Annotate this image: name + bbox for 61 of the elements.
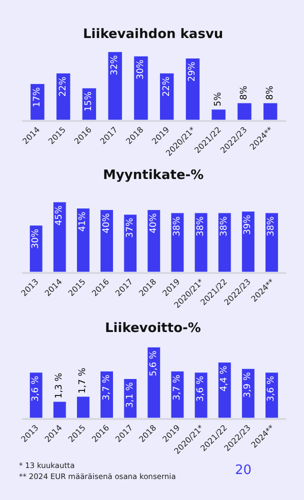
chart-title: Liikevaihdon kasvu xyxy=(83,27,224,42)
bar xyxy=(241,211,255,272)
data-label: 38% xyxy=(172,216,182,236)
data-label: 32% xyxy=(110,54,120,76)
data-label: 17% xyxy=(32,86,42,108)
chart-title: Myyntikate-% xyxy=(103,168,204,183)
data-label: 3,6 % xyxy=(196,375,206,402)
chart-title: Liikevoitto-% xyxy=(105,321,201,336)
data-label: 40% xyxy=(102,212,112,234)
bar xyxy=(56,72,71,120)
data-label: 5,6 % xyxy=(148,350,159,376)
bar xyxy=(159,72,174,120)
bar xyxy=(194,212,208,272)
bar xyxy=(194,372,208,418)
bar xyxy=(76,208,90,272)
bar xyxy=(265,212,278,272)
data-label: 38% xyxy=(266,216,277,236)
text: 20 xyxy=(235,463,252,478)
bar xyxy=(124,214,138,272)
data-label: 38% xyxy=(196,216,206,236)
bar xyxy=(52,202,66,272)
data-label: 3,1 % xyxy=(125,382,136,408)
data-label: 1,7 % xyxy=(78,367,88,394)
data-label: 1,3 % xyxy=(54,372,65,399)
data-label: 15% xyxy=(84,91,94,112)
data-label: 3,6 % xyxy=(31,375,42,402)
bar xyxy=(211,109,226,120)
bar xyxy=(262,102,278,120)
data-label: 8% xyxy=(265,85,276,100)
bar xyxy=(108,52,122,120)
bar xyxy=(76,396,90,418)
data-label: 41% xyxy=(78,211,88,232)
data-label: 3,7 % xyxy=(102,374,112,400)
bar xyxy=(52,401,66,418)
bar xyxy=(147,346,161,418)
bar xyxy=(237,102,252,120)
data-label: 22% xyxy=(58,76,68,97)
bar xyxy=(100,210,114,272)
data-label: 39% xyxy=(243,214,254,235)
data-label: 29% xyxy=(188,61,198,82)
bar xyxy=(185,58,200,120)
data-label: 4,4 % xyxy=(220,365,230,392)
data-label: 37% xyxy=(125,217,136,238)
bar xyxy=(147,210,161,272)
data-label: 22% xyxy=(162,76,172,97)
data-label: 8% xyxy=(239,85,250,100)
data-label: 3,6 % xyxy=(266,375,277,402)
bar xyxy=(134,56,148,120)
bar xyxy=(170,370,184,418)
data-label: 30% xyxy=(31,228,42,249)
bar xyxy=(170,212,184,272)
data-label: 40% xyxy=(148,212,159,234)
data-label: 38% xyxy=(220,216,230,236)
data-label: 3,7 % xyxy=(172,374,182,400)
bar xyxy=(30,84,45,120)
data-label: 5% xyxy=(214,92,224,106)
bar xyxy=(218,362,232,418)
data-label: 45% xyxy=(54,205,65,226)
data-label: 30% xyxy=(136,59,146,80)
data-label: 3,9 % xyxy=(243,372,254,398)
bar xyxy=(218,212,232,272)
